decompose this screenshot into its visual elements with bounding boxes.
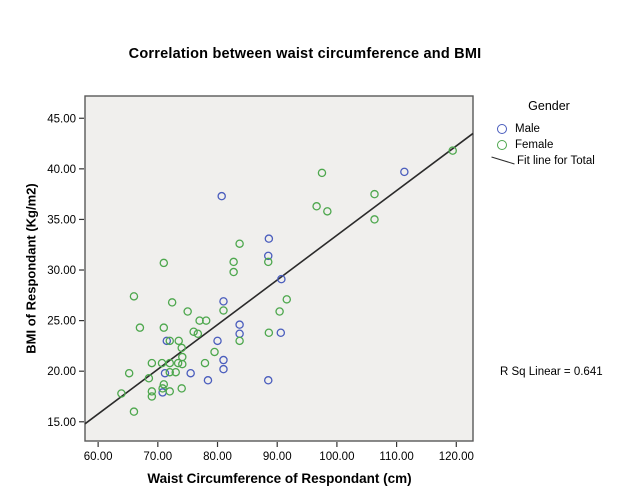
data-point-male — [235, 320, 244, 329]
data-point-female — [235, 336, 244, 346]
legend-label-male: Male — [515, 122, 540, 135]
data-point-female — [282, 295, 292, 304]
y-tick-label: 35.00 — [47, 214, 76, 226]
data-point-male — [264, 376, 273, 385]
data-point-female — [177, 384, 186, 393]
data-point-male — [277, 274, 286, 284]
y-tick-label: 15.00 — [47, 417, 76, 429]
data-point-female — [117, 389, 126, 398]
data-point-female — [165, 387, 175, 396]
x-tick-label: 90.00 — [263, 451, 292, 463]
data-point-female — [129, 407, 139, 416]
data-point-male — [162, 336, 172, 346]
y-tick-label: 25.00 — [47, 316, 76, 328]
y-tick-label: 45.00 — [47, 113, 76, 125]
legend-title: Gender — [528, 99, 570, 113]
data-point-female — [159, 258, 169, 268]
female-marker-icon — [497, 139, 507, 150]
data-point-female — [370, 189, 379, 199]
data-point-female — [200, 358, 210, 368]
data-point-female — [235, 239, 244, 248]
data-point-female — [177, 343, 186, 353]
data-point-female — [147, 387, 157, 396]
data-point-female — [165, 336, 175, 346]
data-point-female — [124, 368, 134, 378]
x-tick-label: 80.00 — [203, 451, 232, 463]
y-tick-label: 40.00 — [47, 164, 76, 176]
data-point-male — [219, 355, 228, 365]
data-point-male — [264, 234, 274, 243]
data-point-female — [147, 358, 157, 368]
data-point-female — [370, 215, 379, 224]
data-point-male — [219, 364, 228, 374]
data-point-female — [448, 146, 457, 155]
data-point-female — [264, 257, 273, 267]
data-point-female — [129, 292, 139, 301]
data-point-female — [189, 327, 198, 336]
legend-item-male: Male — [494, 121, 626, 136]
data-point-female — [312, 202, 321, 211]
legend-label-female: Female — [515, 138, 554, 151]
data-point-female — [183, 307, 192, 316]
data-point-male — [203, 376, 213, 385]
plot-area — [84, 95, 474, 442]
data-point-male — [217, 191, 226, 201]
x-tick-label: 60.00 — [84, 451, 113, 463]
data-point-female — [135, 323, 145, 332]
data-point-male — [264, 251, 273, 261]
data-point-female — [159, 380, 169, 389]
data-point-female — [174, 336, 183, 346]
data-point-female — [193, 329, 203, 339]
data-point-female — [144, 374, 154, 383]
data-point-female — [229, 257, 238, 267]
data-point-female — [173, 358, 183, 368]
legend-item-female: Female — [494, 137, 626, 152]
data-point-female — [201, 316, 211, 325]
chart-title: Correlation between waist circumference … — [128, 46, 482, 62]
data-point-female — [158, 384, 167, 393]
x-tick-label: 100.00 — [319, 451, 354, 463]
legend: Gender Male Female Fit line for Total — [491, 99, 626, 169]
data-point-female — [323, 207, 332, 216]
data-point-male — [213, 336, 222, 346]
data-point-female — [264, 328, 274, 337]
y-tick-label: 20.00 — [47, 366, 76, 378]
data-point-male — [160, 368, 170, 378]
y-tick-label: 30.00 — [47, 265, 76, 277]
data-point-male — [400, 167, 409, 177]
data-point-female — [171, 367, 180, 377]
data-point-female — [147, 392, 157, 401]
data-point-male — [186, 368, 195, 378]
data-point-female — [210, 347, 219, 357]
male-marker-icon — [497, 123, 507, 134]
x-axis-title: Waist Circumference of Respondant (cm) — [147, 471, 412, 486]
data-point-male — [276, 328, 286, 337]
data-point-female — [219, 306, 228, 315]
data-point-male — [219, 297, 228, 306]
data-point-female — [165, 358, 175, 368]
x-tick-label: 70.00 — [143, 451, 172, 463]
y-axis-title: BMI of Respondant (Kg/m2) — [23, 183, 39, 354]
fit-line-marker-icon — [491, 156, 515, 165]
data-point-female — [229, 267, 238, 277]
r-squared-annotation: R Sq Linear = 0.641 — [500, 366, 603, 378]
data-point-female — [165, 367, 175, 377]
data-point-female — [159, 323, 169, 332]
data-point-female — [317, 168, 327, 178]
data-point-female — [178, 359, 187, 369]
fit-line — [84, 132, 474, 425]
data-point-female — [275, 307, 284, 316]
legend-item-fit-line: Fit line for Total — [491, 153, 626, 168]
x-tick-label: 110.00 — [379, 451, 413, 463]
data-point-female — [167, 298, 177, 307]
x-tick-label: 120.00 — [439, 451, 474, 463]
legend-label-fit-line: Fit line for Total — [517, 154, 595, 167]
